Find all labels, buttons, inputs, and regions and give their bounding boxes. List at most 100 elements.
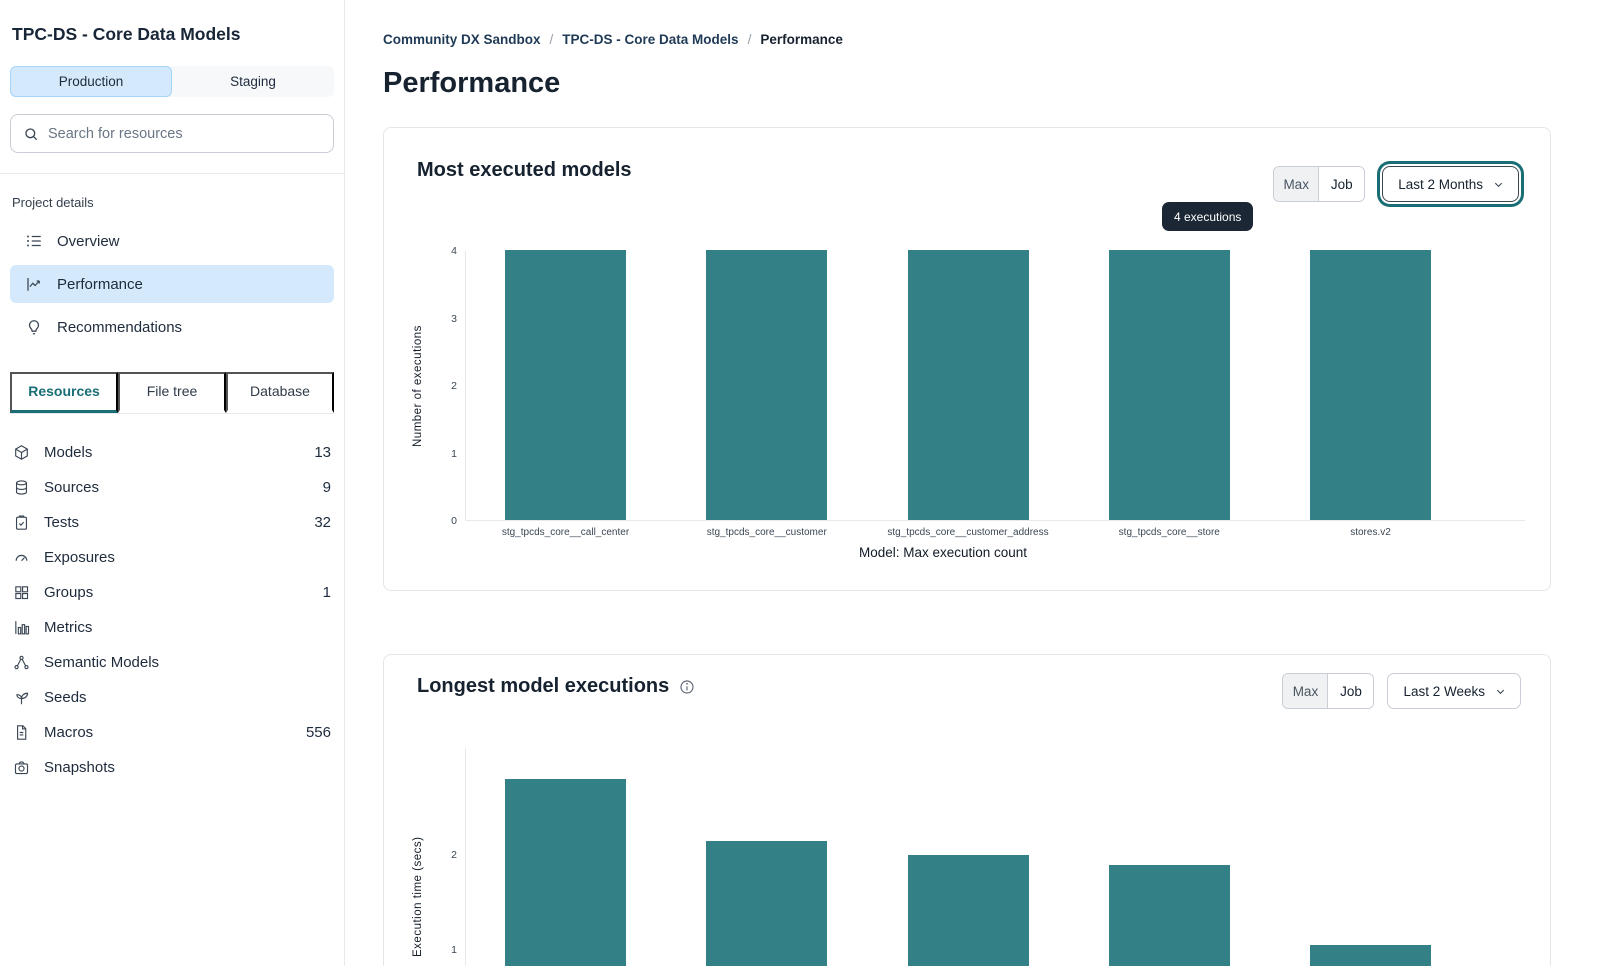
- chart-title: Longest model executions: [417, 675, 695, 698]
- bar-model-4[interactable]: [1108, 864, 1230, 966]
- clipboard-icon: [13, 514, 30, 531]
- search-input[interactable]: [48, 125, 321, 142]
- longest-model-executions-card: Longest model executions Max Job Last 2 …: [383, 654, 1551, 966]
- resource-label: Snapshots: [44, 759, 115, 776]
- breadcrumb-project[interactable]: TPC-DS - Core Data Models: [562, 32, 739, 47]
- y-tick-label: 3: [451, 312, 457, 325]
- resource-label: Tests: [44, 514, 80, 531]
- x-tick-label: stg_tpcds_core__customer_address: [887, 527, 1049, 538]
- breadcrumb-separator: /: [549, 32, 554, 47]
- breadcrumb-separator: /: [747, 32, 752, 47]
- bar-model-3[interactable]: [907, 855, 1029, 966]
- resource-list: Models 13 Sources 9 Tests 32 Exposures Groups 1 M…: [10, 435, 334, 785]
- bar-model-1[interactable]: [505, 779, 626, 966]
- resource-label: Models: [44, 444, 93, 461]
- sidebar-item-recommendations[interactable]: Recommendations: [10, 308, 334, 346]
- resource-item-models[interactable]: Models 13: [13, 435, 331, 470]
- resource-count: 13: [314, 444, 331, 461]
- lightbulb-icon: [25, 318, 43, 336]
- most-executed-models-card: Most executed models Max Job Last 2 Mont…: [383, 127, 1551, 591]
- date-range-value: Last 2 Weeks: [1403, 683, 1485, 699]
- max-job-toggle: Max Job: [1282, 673, 1375, 709]
- sidebar-divider: [0, 173, 344, 174]
- bar-stores.v2[interactable]: [1310, 250, 1431, 520]
- y-tick-label: 4: [451, 245, 457, 257]
- y-tick-label: 1: [451, 944, 457, 956]
- seedling-icon: [13, 689, 30, 706]
- search-box[interactable]: [10, 114, 334, 153]
- bar-chart-icon: [13, 619, 30, 636]
- tab-file-tree[interactable]: File tree: [118, 372, 226, 413]
- max-toggle-button[interactable]: Max: [1283, 674, 1329, 708]
- grid-icon: [13, 584, 30, 601]
- resource-label: Metrics: [44, 619, 93, 636]
- job-toggle-button[interactable]: Job: [1319, 167, 1365, 201]
- resource-count: 9: [322, 479, 331, 496]
- x-tick-label: stg_tpcds_core__call_center: [501, 527, 630, 538]
- camera-icon: [13, 759, 30, 776]
- resource-label: Semantic Models: [44, 654, 160, 671]
- sidebar-item-overview[interactable]: Overview: [10, 222, 334, 260]
- document-icon: [13, 724, 30, 741]
- x-tick-label: stores.v2: [1350, 527, 1391, 538]
- environment-switcher: Production Staging: [10, 66, 334, 97]
- date-range-value: Last 2 Months: [1398, 176, 1483, 192]
- date-range-select[interactable]: Last 2 Months: [1382, 166, 1519, 202]
- tab-staging[interactable]: Staging: [172, 66, 334, 97]
- breadcrumb-current: Performance: [760, 32, 843, 47]
- chart-controls: Max Job Last 2 Weeks: [1282, 673, 1521, 709]
- sidebar-item-performance[interactable]: Performance: [10, 265, 334, 303]
- max-toggle-button[interactable]: Max: [1274, 167, 1320, 201]
- sidebar-item-label: Overview: [57, 232, 120, 250]
- y-tick-label: 2: [451, 380, 457, 392]
- bar-model-5[interactable]: [1310, 945, 1431, 966]
- resource-item-sources[interactable]: Sources 9: [13, 470, 331, 505]
- line-chart-icon: [25, 275, 43, 293]
- tab-production[interactable]: Production: [10, 66, 172, 97]
- bar-chart-most-executed: 0 1 2 3 4 stg_tpcds_core__call_center stg_tpcd…: [451, 245, 1525, 538]
- bar-stg_tpcds_core__customer_address[interactable]: [907, 250, 1029, 520]
- gauge-icon: [13, 549, 30, 566]
- resource-label: Macros: [44, 724, 94, 741]
- page-title: Performance: [383, 67, 561, 99]
- resource-item-macros[interactable]: Macros 556: [13, 715, 331, 750]
- sidebar: TPC-DS - Core Data Models Production Sta…: [0, 0, 345, 966]
- breadcrumb-account[interactable]: Community DX Sandbox: [383, 32, 541, 47]
- y-tick-label: 1: [451, 447, 457, 460]
- resource-item-metrics[interactable]: Metrics: [13, 610, 331, 645]
- project-nav: Overview Performance Recommendations: [10, 222, 334, 346]
- resource-label: Seeds: [44, 689, 87, 706]
- y-axis-title: Execution time (secs): [412, 836, 424, 957]
- y-tick-label: 2: [451, 849, 457, 861]
- chart-tooltip: 4 executions: [1162, 202, 1254, 231]
- bar-stg_tpcds_core__store[interactable]: [1108, 250, 1230, 520]
- info-icon[interactable]: [679, 679, 695, 695]
- tab-resources[interactable]: Resources: [10, 372, 118, 413]
- tab-database[interactable]: Database: [226, 372, 334, 413]
- resource-item-snapshots[interactable]: Snapshots: [13, 750, 331, 785]
- max-job-toggle: Max Job: [1273, 166, 1366, 202]
- database-icon: [13, 479, 30, 496]
- resource-item-tests[interactable]: Tests 32: [13, 505, 331, 540]
- job-toggle-button[interactable]: Job: [1328, 674, 1374, 708]
- x-tick-label: stg_tpcds_core__store: [1118, 527, 1220, 538]
- resource-label: Groups: [44, 584, 94, 601]
- chevron-down-icon: [1495, 686, 1506, 697]
- date-range-select[interactable]: Last 2 Weeks: [1387, 673, 1521, 709]
- resource-item-seeds[interactable]: Seeds: [13, 680, 331, 715]
- breadcrumb: Community DX Sandbox / TPC-DS - Core Dat…: [383, 32, 1621, 47]
- resource-count: 32: [314, 514, 331, 531]
- bar-stg_tpcds_core__customer[interactable]: [706, 250, 828, 520]
- list-icon: [25, 232, 43, 250]
- search-icon: [23, 126, 39, 142]
- y-axis-title: Number of executions: [412, 325, 424, 447]
- network-icon: [13, 654, 30, 671]
- resource-label: Exposures: [44, 549, 115, 566]
- bar-model-2[interactable]: [706, 840, 828, 966]
- resource-item-semantic-models[interactable]: Semantic Models: [13, 645, 331, 680]
- resource-count: 556: [305, 724, 331, 741]
- resource-item-groups[interactable]: Groups 1: [13, 575, 331, 610]
- resource-item-exposures[interactable]: Exposures: [13, 540, 331, 575]
- bar-stg_tpcds_core__call_center[interactable]: [505, 250, 626, 520]
